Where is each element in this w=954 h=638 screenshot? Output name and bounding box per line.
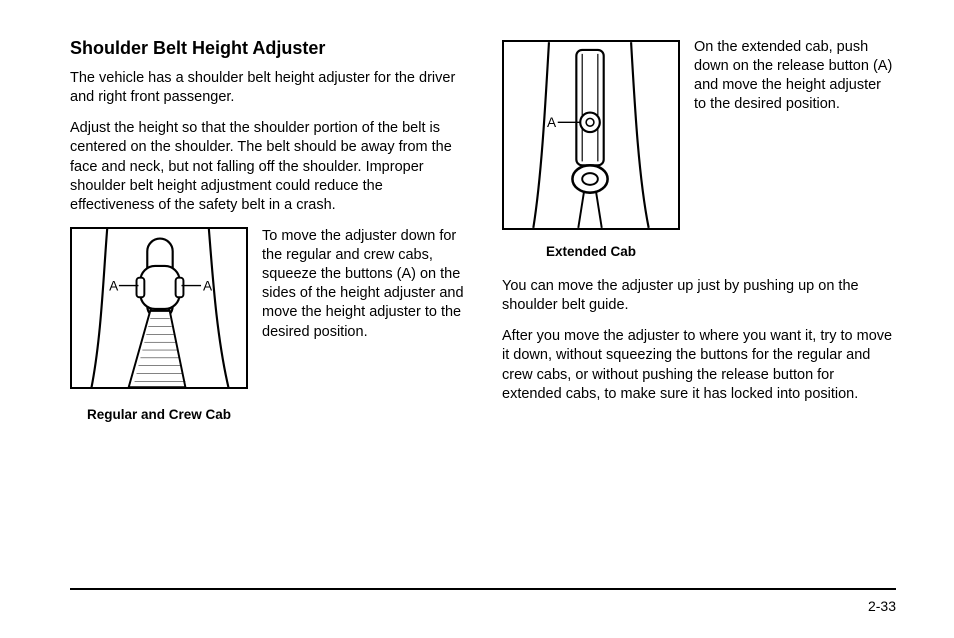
figure-block: A A Regular and Crew Cab	[70, 227, 248, 422]
figure-side-text: To move the adjuster down for the regula…	[262, 227, 464, 342]
figure-block: A Extended Cab	[502, 38, 680, 259]
belt-adjuster-extended-icon: A	[504, 40, 678, 230]
paragraph: Adjust the height so that the shoulder p…	[70, 119, 464, 215]
left-column: Shoulder Belt Height Adjuster The vehicl…	[70, 38, 464, 422]
paragraph: After you move the adjuster to where you…	[502, 327, 896, 404]
figure-regular-crew-cab: A A	[70, 227, 248, 389]
figure-row-right: A Extended Cab On the extended cab, push…	[502, 38, 896, 259]
paragraph: You can move the adjuster up just by pus…	[502, 277, 896, 315]
callout-label-a: A	[547, 115, 557, 130]
figure-side-text: On the extended cab, push down on the re…	[694, 38, 896, 115]
page-number: 2-33	[868, 598, 896, 614]
section-heading: Shoulder Belt Height Adjuster	[70, 38, 464, 59]
page-body: Shoulder Belt Height Adjuster The vehicl…	[0, 0, 954, 422]
figure-row-left: A A Regular and Crew Cab To move the adj…	[70, 227, 464, 422]
callout-label-a-left: A	[109, 278, 119, 293]
callout-label-a-right: A	[203, 278, 213, 293]
figure-caption: Regular and Crew Cab	[87, 407, 231, 422]
figure-extended-cab: A	[502, 40, 680, 230]
paragraph: The vehicle has a shoulder belt height a…	[70, 69, 464, 107]
belt-adjuster-regular-icon: A A	[72, 227, 246, 389]
right-column: A Extended Cab On the extended cab, push…	[502, 38, 896, 422]
footer-rule	[70, 588, 896, 590]
figure-caption: Extended Cab	[546, 244, 636, 259]
